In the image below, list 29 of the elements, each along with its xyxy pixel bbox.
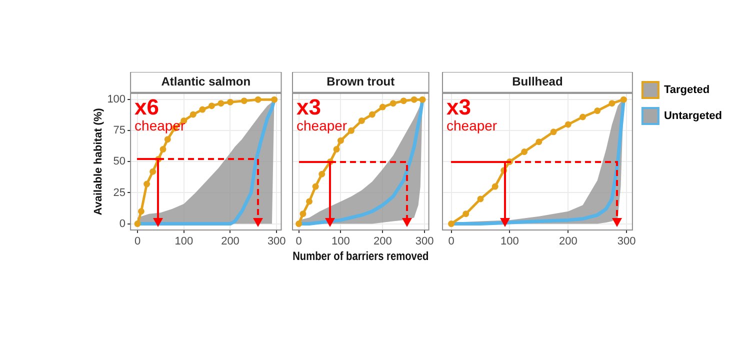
y-tick-label: 0 [119,218,126,230]
y-axis-title: Available habitat (%) [92,108,105,216]
x-tick-label: 300 [267,236,286,248]
legend-label: Targeted [664,84,710,96]
x-axis-title: Number of barriers removed [292,250,429,264]
legend-label: Untargeted [664,110,722,122]
y-tick-label: 100 [107,94,126,106]
annotation: cheaper [446,117,498,134]
annotation: x6 [134,94,160,120]
chart-title: Brown trout [326,74,395,89]
x-tick-label: 100 [332,236,350,248]
chart-title: Atlantic salmon [161,74,251,89]
x-tick-label: 200 [558,236,578,248]
annotation: x3 [446,94,471,120]
y-tick-label: 50 [113,156,126,168]
y-tick-label: 25 [113,186,126,199]
annotation: x3 [296,94,321,120]
x-tick-label: 200 [373,236,392,248]
x-tick-label: 100 [500,236,519,248]
x-tick-label: 200 [221,236,240,248]
x-tick-label: 100 [174,236,194,248]
x-tick-label: 0 [448,236,454,248]
x-tick-label: 0 [134,236,141,248]
x-tick-label: 300 [415,236,434,248]
x-tick-label: 300 [617,236,636,248]
annotation: cheaper [296,117,348,134]
x-tick-label: 0 [296,236,302,248]
chart-title: Bullhead [512,74,563,89]
y-tick-label: 75 [113,124,126,137]
